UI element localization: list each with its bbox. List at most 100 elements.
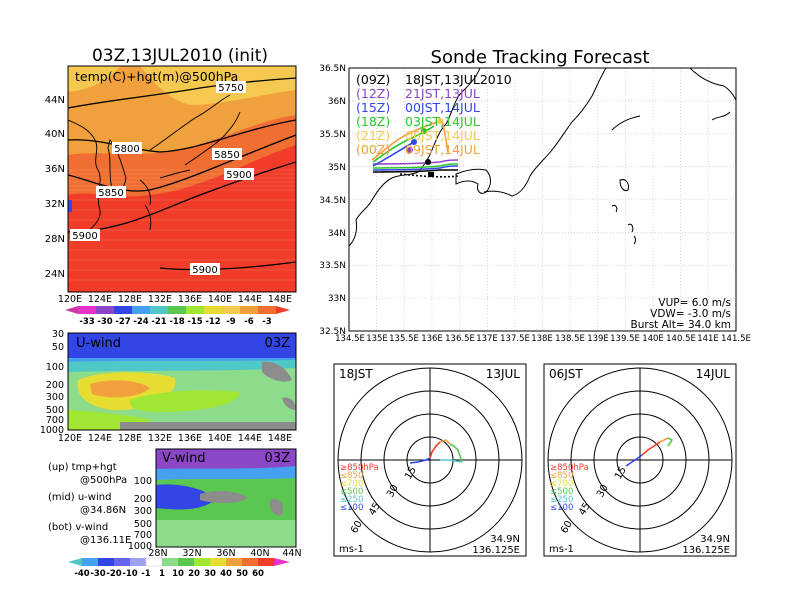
hodo2-level-2: ≤700 [550, 479, 573, 489]
temp-cb-label-1: -30 [97, 317, 112, 327]
wind-colorbar: -40 -30 -20 -10 -1 1 10 20 30 40 50 60 [68, 557, 290, 579]
temp-cb-label-0: -33 [79, 317, 94, 327]
map-lat-tick-36.5: 36.5N [319, 64, 346, 74]
temp-colorbar: -33 -30 -27 -24 -21 -18 -15 -12 -9 -6 -3 [65, 306, 290, 327]
hodo2-level-4: ≤250 [550, 495, 573, 505]
u-lon-tick-124: 124E [88, 433, 112, 444]
temp-cb-label-7: -12 [205, 317, 220, 327]
legend-text-4: 06JST,14JUL [405, 128, 480, 143]
hodo2-lon: 136.125E [682, 545, 730, 556]
legend-text-0: 18JST,13JUL2010 [405, 72, 512, 87]
map-lat-tick-35: 35N [328, 163, 346, 173]
legend-text-2: 00JST,14JUL [405, 100, 480, 115]
map-lon-tick-135.5: 135.5E [389, 334, 419, 344]
u-p-tick-200: 200 [46, 380, 64, 391]
top-lat-tick-28: 28N [45, 234, 65, 245]
v-lat-tick-36: 36N [216, 548, 235, 559]
legend-tag-5: (00Z) [356, 142, 390, 157]
wind-cb-label-9: 40 [220, 569, 232, 579]
top-lon-tick-144: 144E [238, 294, 262, 305]
hodo2-units: ms-1 [549, 544, 574, 555]
contour-label-7: 5900 [192, 265, 217, 276]
legend-text-3: 03JST,14JUL [405, 114, 480, 129]
hodo1-level-4: ≤250 [340, 495, 363, 505]
top-lon-tick-140: 140E [208, 294, 232, 305]
legend-text-1: 21JST,13JUL [405, 86, 480, 101]
note-mid: (mid) u-wind [48, 492, 111, 503]
note-bot: (bot) v-wind [48, 522, 108, 533]
note-up: (up) tmp+hgt [48, 462, 117, 473]
v-p-tick-200: 200 [134, 494, 152, 505]
map-lat-tick-36: 36N [328, 97, 346, 107]
map-lat-tick-32.5: 32.5N [319, 327, 346, 337]
v-p-tick-100: 100 [134, 476, 152, 487]
u-p-tick-50: 50 [52, 342, 64, 353]
legend-tag-1: (12Z) [356, 86, 390, 101]
temp-cb-label-3: -24 [133, 317, 148, 327]
top-lon-tick-148: 148E [268, 294, 292, 305]
wind-cb-label-3: -10 [122, 569, 137, 579]
legend-tag-2: (15Z) [356, 100, 390, 115]
map-lon-tick-141: 141E [697, 334, 719, 344]
u-lon-tick-148: 148E [268, 433, 292, 444]
top-lat-tick-40: 40N [45, 129, 65, 140]
temp-cb-label-2: -27 [115, 317, 130, 327]
map-lon-tick-134.5: 134.5E [335, 334, 365, 344]
hodo1-lat: 34.9N [490, 534, 520, 545]
wind-cb-label-4: -1 [141, 569, 151, 579]
map-lat-tick-35.5: 35.5N [319, 130, 346, 140]
u-lon-tick-132: 132E [148, 433, 172, 444]
wind-cb-label-1: -30 [90, 569, 105, 579]
legend-tag-4: (21Z) [356, 128, 390, 143]
map-lon-tick-140.5: 140.5E [666, 334, 696, 344]
top-lon-tick-120: 120E [58, 294, 82, 305]
u-lon-tick-140: 140E [208, 433, 232, 444]
v-lat-tick-28: 28N [148, 548, 167, 559]
v-lat-tick-32: 32N [182, 548, 201, 559]
u-lon-tick-136: 136E [178, 433, 202, 444]
top-lon-tick-124: 124E [88, 294, 112, 305]
v-p-tick-1000: 1000 [128, 541, 152, 552]
temp-cb-label-4: -21 [151, 317, 166, 327]
sonde-map: (09Z) 18JST,13JUL2010 (12Z) 21JST,13JUL … [319, 64, 751, 344]
top-lat-tick-44: 44N [45, 95, 65, 106]
wind-cb-label-2: -20 [106, 569, 121, 579]
legend-text-5: 09JST,14JUL [405, 142, 480, 157]
map-lon-tick-139.5: 139.5E [610, 334, 640, 344]
wind-cb-label-7: 20 [188, 569, 200, 579]
wind-cb-label-10: 50 [236, 569, 248, 579]
hodo1-time: 18JST [339, 367, 373, 381]
v-lat-tick-40: 40N [250, 548, 269, 559]
u-p-tick-300: 300 [46, 392, 64, 403]
contour-label-4: 5850 [98, 188, 123, 199]
top-lon-tick-128: 128E [118, 294, 142, 305]
map-lat-tick-33.5: 33.5N [319, 261, 346, 271]
hodograph-2: 06JST 14JUL 15 30 45 60 ≥850hPa ≤850 ≤70… [543, 363, 737, 557]
top-map-label: temp(C)+hgt(m)@500hPa [75, 69, 238, 84]
u-p-tick-100: 100 [46, 362, 64, 373]
hodograph-1: 18JST 13JUL 15 30 45 60 ≥850hPa ≤850 ≤70… [333, 363, 527, 557]
temp-cb-label-9: -6 [244, 317, 254, 327]
contour-label-6: 5900 [72, 231, 97, 242]
u-p-tick-1000: 1000 [40, 425, 64, 436]
legend-tag-3: (18Z) [356, 114, 390, 129]
map-lon-tick-137: 137E [476, 334, 498, 344]
top-lon-tick-136: 136E [178, 294, 202, 305]
uwind-time: 03Z [265, 336, 291, 351]
map-lon-tick-139: 139E [587, 334, 609, 344]
contour-label-2: 5800 [114, 144, 139, 155]
contour-labels: 5750 5800 5850 5850 5900 5900 5900 [70, 81, 254, 276]
vwind-panel: V-wind 03Z 100 200 300 500 700 1000 28N … [128, 448, 302, 559]
hodo1-level-0: ≥850hPa [340, 463, 379, 473]
legend-tag-0: (09Z) [356, 72, 390, 87]
uwind-panel: U-wind 03Z 30 50 100 200 300 500 700 100… [40, 329, 297, 444]
map-lat-tick-34: 34N [328, 229, 346, 239]
u-p-tick-700: 700 [46, 415, 64, 426]
wind-cb-label-8: 30 [204, 569, 216, 579]
vwind-time: 03Z [265, 451, 291, 466]
hodo1-lon: 136.125E [472, 545, 520, 556]
top-map: temp(C)+hgt(m)@500hPa 5750 5800 5850 585… [45, 65, 297, 305]
wind-cb-label-0: -40 [74, 569, 89, 579]
note-mid-sub: @34.86N [80, 505, 126, 516]
map-lon-tick-135: 135E [366, 334, 388, 344]
